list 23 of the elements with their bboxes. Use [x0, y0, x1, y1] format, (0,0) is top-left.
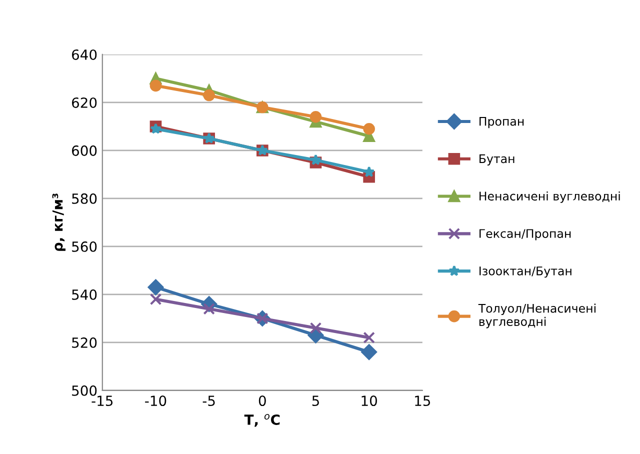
x-tick-label: 10 — [362, 396, 377, 406]
y-tick-label: 620 — [72, 97, 97, 108]
x-tick-label: 15 — [415, 396, 430, 406]
x-tick-label: -5 — [202, 396, 215, 406]
legend-label: Толуол/Ненасичені вуглеводні — [478, 304, 596, 328]
legend-label: Ненасичені вуглеводні — [480, 191, 620, 203]
x-tick-label: 5 — [312, 396, 319, 406]
y-tick-label: 500 — [72, 385, 97, 396]
y-axis-title: ρ, кг/м³ — [52, 194, 66, 251]
y-tick-label: 540 — [72, 289, 97, 300]
legend-label: Ізооктан/Бутан — [480, 266, 572, 278]
y-tick-label: 560 — [72, 241, 97, 252]
y-tick-label: 600 — [72, 145, 97, 156]
x-tick-label: 0 — [258, 396, 266, 406]
y-tick-label: 580 — [72, 193, 97, 204]
y-tick-label: 640 — [72, 49, 97, 60]
legend-label: Пропан — [480, 117, 524, 128]
y-tick-label: 520 — [72, 337, 97, 348]
x-tick-label: -15 — [92, 396, 113, 406]
x-tick-label: -10 — [145, 396, 166, 406]
legend-label: Гексан/Пропан — [480, 229, 571, 240]
x-axis-title: T, $^{o}$C — [244, 414, 280, 427]
legend-label: Бутан — [480, 154, 514, 166]
